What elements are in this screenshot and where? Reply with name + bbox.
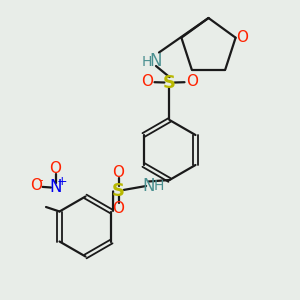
Text: -: -	[39, 174, 43, 188]
Text: O: O	[186, 74, 198, 89]
Text: N: N	[49, 178, 62, 196]
Text: S: S	[163, 74, 176, 92]
Text: O: O	[50, 161, 61, 176]
Text: S: S	[112, 182, 125, 200]
Text: O: O	[30, 178, 42, 194]
Text: O: O	[112, 201, 124, 216]
Text: N: N	[142, 177, 155, 195]
Text: O: O	[236, 30, 248, 45]
Text: O: O	[112, 165, 124, 180]
Text: O: O	[141, 74, 153, 89]
Text: N: N	[150, 52, 162, 70]
Text: H: H	[142, 55, 152, 68]
Text: +: +	[57, 175, 68, 188]
Text: H: H	[154, 179, 164, 193]
